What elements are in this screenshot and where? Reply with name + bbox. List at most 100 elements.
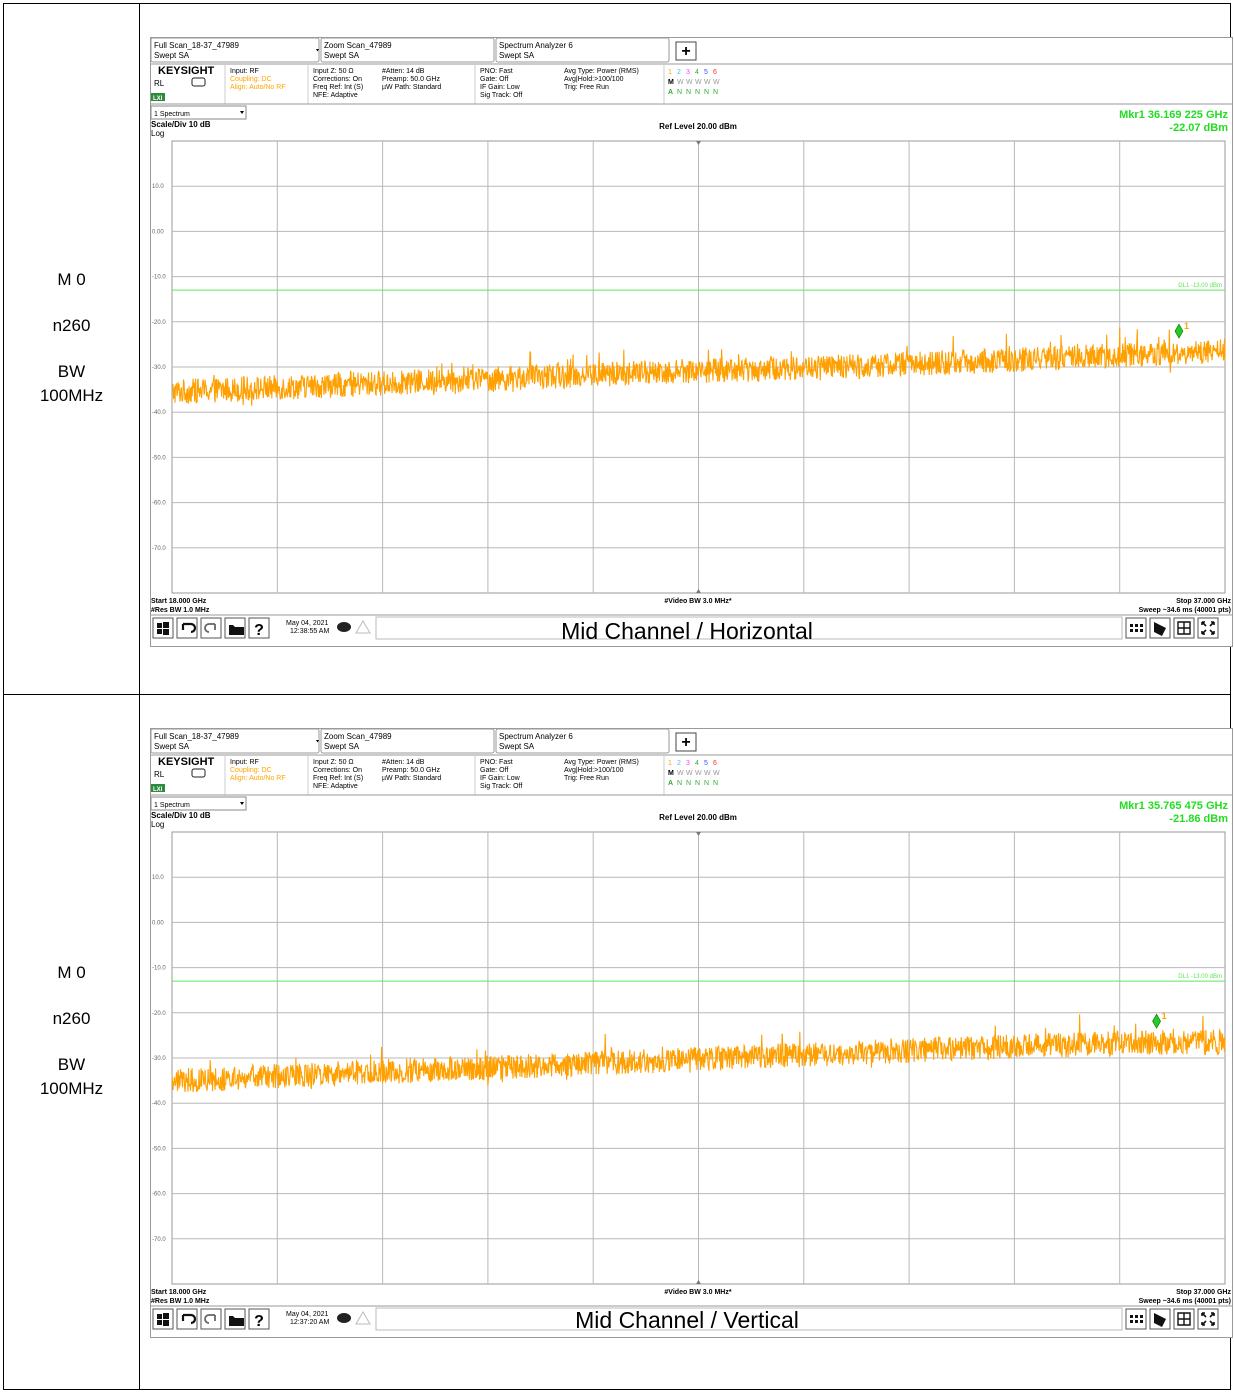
tab-subtitle[interactable]: Swept SA xyxy=(324,51,360,60)
marker-1-icon[interactable] xyxy=(1174,323,1184,339)
help-button-frame[interactable] xyxy=(248,1308,270,1330)
windows-button[interactable] xyxy=(152,1308,174,1330)
label-band: n260 xyxy=(52,1009,91,1028)
redo-button[interactable] xyxy=(200,1308,222,1330)
help-icon[interactable]: ? xyxy=(254,622,264,639)
fullscreen-button[interactable] xyxy=(1197,617,1219,639)
tab-frame[interactable] xyxy=(320,37,495,63)
markers-icon[interactable] xyxy=(1130,624,1143,632)
help-button[interactable]: ? xyxy=(248,1308,270,1330)
caption: Mid Channel / Vertical xyxy=(575,1307,799,1333)
help-button[interactable]: ? xyxy=(248,617,270,639)
peak-button[interactable] xyxy=(1149,1308,1171,1330)
return-icon[interactable] xyxy=(191,768,206,778)
peak-icon[interactable] xyxy=(1154,1313,1166,1327)
input-z-info: NFE: Adaptive xyxy=(313,783,358,790)
folder-button[interactable] xyxy=(224,1308,246,1330)
layout-button[interactable] xyxy=(1173,1308,1195,1330)
tab-frame[interactable] xyxy=(495,37,670,63)
markers-button-frame[interactable] xyxy=(1125,1308,1147,1330)
markers-button[interactable] xyxy=(1125,1308,1147,1330)
return-icon[interactable] xyxy=(191,77,206,87)
avg-info: Trig: Free Run xyxy=(564,84,609,91)
layout-button[interactable] xyxy=(1173,617,1195,639)
redo-button[interactable] xyxy=(200,617,222,639)
view-select-value[interactable]: 1 Spectrum xyxy=(154,111,190,118)
chevron-down-icon[interactable] xyxy=(240,802,244,805)
chevron-down-icon[interactable] xyxy=(316,49,319,52)
redo-button-frame[interactable] xyxy=(200,617,222,639)
folder-icon[interactable] xyxy=(229,1316,244,1326)
tab-title[interactable]: Spectrum Analyzer 6 xyxy=(499,41,573,50)
marker-1-icon[interactable] xyxy=(1152,1013,1161,1029)
tab-title[interactable]: Full Scan_18-37_47989 xyxy=(154,732,240,741)
add-tab-frame[interactable] xyxy=(675,41,697,61)
tab-subtitle[interactable]: Swept SA xyxy=(499,742,535,751)
tab-frame[interactable] xyxy=(320,728,495,754)
view-select[interactable]: 1 Spectrum xyxy=(150,796,247,811)
tab-title[interactable]: Spectrum Analyzer 6 xyxy=(499,732,573,741)
markers-icon[interactable] xyxy=(1130,1315,1143,1323)
view-select-frame[interactable] xyxy=(150,796,247,811)
tab-frame[interactable] xyxy=(150,728,320,754)
fullscreen-icon[interactable] xyxy=(1201,621,1215,635)
tab-title[interactable]: Zoom Scan_47989 xyxy=(324,41,392,50)
add-tab-button[interactable]: + xyxy=(675,732,697,752)
markers-button-frame[interactable] xyxy=(1125,617,1147,639)
tab-subtitle[interactable]: Swept SA xyxy=(154,51,190,60)
tab-title[interactable]: Full Scan_18-37_47989 xyxy=(154,41,240,50)
marker-amplitude: -21.86 dBm xyxy=(1169,813,1228,825)
redo-button-frame[interactable] xyxy=(200,1308,222,1330)
add-tab-label[interactable]: + xyxy=(681,43,690,60)
add-tab-label[interactable]: + xyxy=(681,734,690,751)
trace-number: 2 xyxy=(677,69,681,76)
chevron-down-icon[interactable] xyxy=(316,740,319,743)
peak-button[interactable] xyxy=(1149,617,1171,639)
fullscreen-icon[interactable] xyxy=(1201,1312,1215,1326)
windows-icon[interactable] xyxy=(157,622,169,635)
undo-button[interactable] xyxy=(176,617,198,639)
tab-frame[interactable] xyxy=(495,728,670,754)
undo-icon[interactable] xyxy=(181,622,197,634)
undo-icon[interactable] xyxy=(181,1313,197,1325)
help-icon[interactable]: ? xyxy=(254,1313,264,1330)
tab-subtitle[interactable]: Swept SA xyxy=(154,742,190,751)
tab-subtitle[interactable]: Swept SA xyxy=(499,51,535,60)
folder-icon[interactable] xyxy=(229,625,244,635)
input-z-info: Input Z: 50 Ω xyxy=(313,759,354,766)
grid-icon[interactable] xyxy=(1177,1312,1191,1326)
fullscreen-button[interactable] xyxy=(1197,1308,1219,1330)
windows-button[interactable] xyxy=(152,617,174,639)
view-select-value[interactable]: 1 Spectrum xyxy=(154,802,190,809)
windows-icon[interactable] xyxy=(157,1313,169,1326)
add-tab-button[interactable]: + xyxy=(675,41,697,61)
chat-icon[interactable] xyxy=(337,622,351,632)
folder-button[interactable] xyxy=(224,617,246,639)
res-bw: #Res BW 1.0 MHz xyxy=(151,607,210,614)
view-select[interactable]: 1 Spectrum xyxy=(150,105,247,120)
tab-title[interactable]: Zoom Scan_47989 xyxy=(324,732,392,741)
trace-number: 5 xyxy=(704,760,708,767)
chat-icon[interactable] xyxy=(337,1313,351,1323)
undo-button[interactable] xyxy=(176,1308,198,1330)
redo-icon[interactable] xyxy=(204,623,216,633)
grid-icon[interactable] xyxy=(1177,621,1191,635)
peak-icon[interactable] xyxy=(1154,622,1166,636)
chevron-down-icon[interactable] xyxy=(240,111,244,114)
markers-button[interactable] xyxy=(1125,617,1147,639)
redo-icon[interactable] xyxy=(204,1314,216,1324)
add-tab-frame[interactable] xyxy=(675,732,697,752)
help-button-frame[interactable] xyxy=(248,617,270,639)
time-display: 12:38:55 AM xyxy=(290,628,329,635)
view-select-frame[interactable] xyxy=(150,105,247,120)
trace-detector: N xyxy=(704,89,709,96)
marker-amplitude: -22.07 dBm xyxy=(1169,122,1228,134)
tab-frame[interactable] xyxy=(150,37,320,63)
tab-subtitle[interactable]: Swept SA xyxy=(324,742,360,751)
